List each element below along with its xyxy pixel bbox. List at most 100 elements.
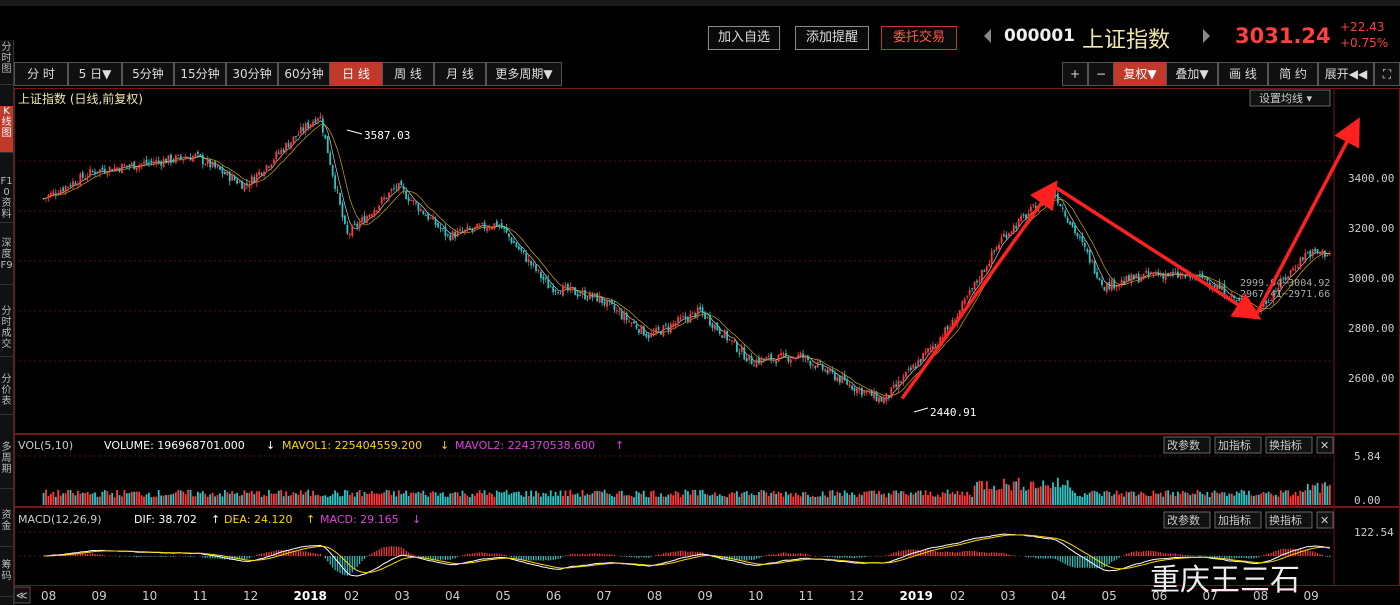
- sidebar-tab-f10[interactable]: F10资料: [0, 176, 13, 223]
- volume-bar: [615, 493, 618, 505]
- volume-bar: [1064, 485, 1067, 505]
- candle: [1079, 234, 1081, 241]
- sidebar-tab-depth[interactable]: 深度F9: [0, 238, 13, 285]
- candle: [517, 244, 520, 251]
- candle: [145, 155, 148, 166]
- macd-swap-button[interactable]: 换指标: [1265, 511, 1313, 529]
- period-more[interactable]: 更多周期▼: [486, 62, 562, 86]
- sidebar-tab-timeshare[interactable]: 分时图: [0, 42, 13, 85]
- period-30min[interactable]: 30分钟: [226, 62, 278, 86]
- volume-bar: [1235, 491, 1238, 505]
- candle-body: [42, 198, 45, 200]
- add-watchlist-button[interactable]: 加入自选: [708, 26, 780, 50]
- volume-bar: [1123, 496, 1125, 505]
- macd-close-icon[interactable]: ✕: [1316, 511, 1334, 529]
- volume-bar: [1167, 490, 1170, 505]
- scroll-left-button[interactable]: ≪: [14, 586, 31, 604]
- macd-params-button[interactable]: 改参数: [1163, 511, 1211, 529]
- volume-bar: [1206, 491, 1209, 505]
- period-daily[interactable]: 日 线: [330, 62, 382, 86]
- volume-bar: [478, 490, 481, 505]
- draw-line-button[interactable]: 画 线: [1218, 62, 1268, 86]
- period-weekly[interactable]: 周 线: [382, 62, 434, 86]
- volume-bar: [549, 490, 552, 505]
- volume-bar: [598, 491, 601, 505]
- volume-bar: [638, 492, 640, 505]
- candle-body: [172, 160, 175, 162]
- triangle-right-icon[interactable]: [1203, 29, 1210, 43]
- vol-close-icon[interactable]: ✕: [1316, 436, 1334, 454]
- candle-body: [1172, 272, 1174, 274]
- period-5day[interactable]: 5 日▼: [68, 62, 122, 86]
- volume-bar: [351, 492, 354, 505]
- candle: [1316, 248, 1319, 255]
- candle: [263, 169, 265, 179]
- candle: [581, 287, 584, 299]
- candle: [760, 356, 763, 366]
- ma-settings-button[interactable]: 设置均线 ▾: [1249, 89, 1331, 107]
- candle-body: [834, 372, 836, 380]
- volume-bar: [1147, 495, 1150, 505]
- candle: [223, 169, 226, 175]
- macd-add-button[interactable]: 加指标: [1214, 511, 1262, 529]
- sidebar-tab-chips[interactable]: 筹码: [0, 560, 13, 597]
- sidebar-tab-trades[interactable]: 分时成交: [0, 306, 13, 357]
- volume-bar: [89, 494, 92, 505]
- zoom-out-button[interactable]: −: [1088, 62, 1114, 86]
- candle: [829, 365, 831, 374]
- fullscreen-icon[interactable]: ⛶: [1374, 62, 1400, 86]
- candle-body: [461, 230, 464, 232]
- volume-bar: [1130, 491, 1133, 505]
- candle-body: [902, 376, 905, 382]
- sidebar-tab-kline[interactable]: K线图: [0, 106, 13, 153]
- add-alert-button[interactable]: 添加提醒: [795, 26, 869, 50]
- candle-body: [471, 229, 474, 231]
- period-15min[interactable]: 15分钟: [174, 62, 226, 86]
- candle: [243, 183, 246, 193]
- candle: [1017, 218, 1020, 229]
- candle-body: [711, 323, 714, 328]
- volume-bar: [157, 490, 160, 505]
- candle: [331, 164, 334, 178]
- candle-body: [1152, 272, 1155, 275]
- period-5min[interactable]: 5分钟: [122, 62, 174, 86]
- candle: [280, 147, 283, 158]
- volume-bar: [721, 495, 724, 505]
- candle: [270, 163, 273, 170]
- sidebar-tab-funds[interactable]: 资金: [0, 510, 13, 547]
- kline-chart[interactable]: 上证指数 (日线,前复权) 设置均线 ▾ 3400.00 3200.00 300…: [14, 88, 1400, 605]
- expand-button[interactable]: 展开◀◀: [1318, 62, 1374, 86]
- candle-body: [934, 344, 937, 346]
- sidebar-tab-multiperiod[interactable]: 多周期: [0, 442, 13, 489]
- volume-bar: [263, 495, 265, 505]
- zoom-in-button[interactable]: +: [1062, 62, 1088, 86]
- volume-bar: [162, 495, 165, 505]
- candle: [1150, 271, 1152, 275]
- period-timeshare[interactable]: 分 时: [14, 62, 68, 86]
- period-monthly[interactable]: 月 线: [434, 62, 486, 86]
- candle: [214, 160, 216, 170]
- candle: [897, 376, 900, 393]
- candle: [753, 361, 755, 367]
- simple-button[interactable]: 简 约: [1268, 62, 1318, 86]
- candle-body: [265, 164, 268, 171]
- candle: [157, 156, 160, 165]
- candle-body: [1064, 210, 1067, 217]
- volume-bar: [106, 491, 109, 505]
- volume-bar: [1069, 487, 1072, 505]
- overlay-button[interactable]: 叠加▼: [1166, 62, 1218, 86]
- candle-body: [983, 270, 986, 272]
- sidebar-tab-price-table[interactable]: 分价表: [0, 374, 13, 415]
- candle-body: [535, 264, 537, 271]
- vol-swap-button[interactable]: 换指标: [1265, 436, 1313, 454]
- candle-body: [427, 213, 430, 220]
- adjust-button[interactable]: 复权▼: [1114, 62, 1166, 86]
- vol-params-button[interactable]: 改参数: [1163, 436, 1211, 454]
- candle-body: [165, 158, 167, 164]
- candle-body: [811, 364, 814, 366]
- period-60min[interactable]: 60分钟: [278, 62, 330, 86]
- triangle-left-icon[interactable]: [984, 29, 991, 43]
- trade-button[interactable]: 委托交易: [881, 26, 957, 50]
- vol-add-button[interactable]: 加指标: [1214, 436, 1262, 454]
- candle-body: [740, 347, 743, 352]
